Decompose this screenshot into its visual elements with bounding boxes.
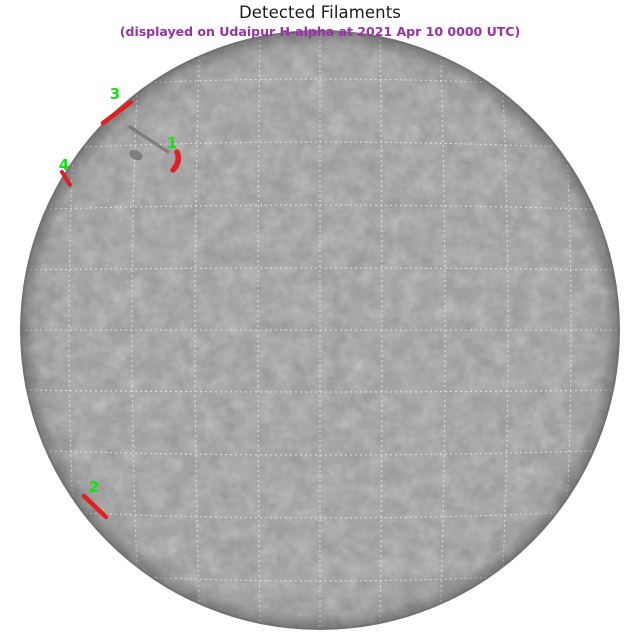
solar-disk-image: [20, 30, 620, 630]
solar-disk-container: [20, 30, 620, 630]
page-title: Detected Filaments: [238, 3, 401, 22]
disk-surface: [20, 30, 620, 630]
